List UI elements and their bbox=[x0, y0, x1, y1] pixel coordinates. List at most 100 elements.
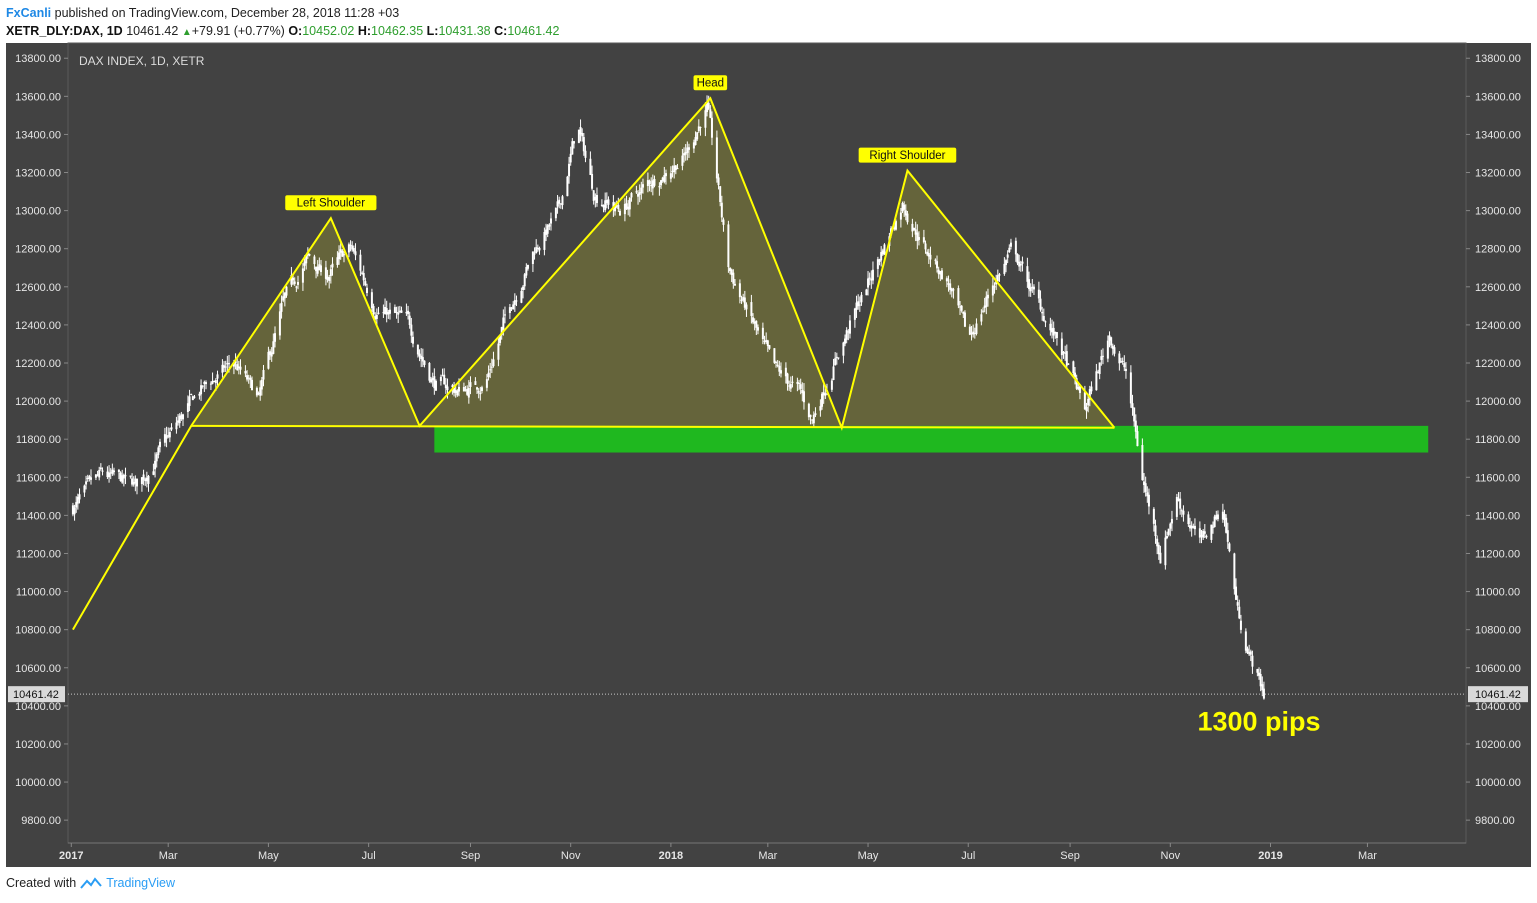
candle-body bbox=[324, 267, 327, 279]
candle-body bbox=[535, 247, 538, 254]
candle-body bbox=[193, 396, 196, 398]
y-tick-label: 11600.00 bbox=[16, 472, 61, 484]
candle-body bbox=[331, 263, 334, 268]
candle-body bbox=[1215, 514, 1218, 519]
candle-body bbox=[1258, 672, 1261, 676]
author-link[interactable]: FxCanli bbox=[6, 6, 52, 20]
candle-body bbox=[466, 389, 469, 395]
candle-body bbox=[1083, 392, 1086, 410]
candle-body bbox=[213, 380, 216, 383]
candle-body bbox=[489, 369, 492, 371]
candle-body bbox=[523, 274, 526, 287]
candle-body bbox=[561, 196, 564, 206]
candle-body bbox=[635, 191, 638, 193]
candle-body bbox=[163, 434, 166, 443]
candle-body bbox=[316, 266, 319, 274]
y-tick-label: 11000.00 bbox=[16, 587, 61, 599]
candle-body bbox=[106, 471, 109, 478]
candle-body bbox=[1113, 347, 1116, 354]
candle-body bbox=[1021, 261, 1024, 264]
candle-body bbox=[1064, 352, 1067, 354]
candle-body bbox=[421, 357, 424, 362]
candle-body bbox=[1042, 315, 1045, 322]
candle-body bbox=[336, 257, 339, 265]
candle-body bbox=[342, 254, 345, 256]
candle-body bbox=[499, 335, 502, 343]
candle-body bbox=[1044, 321, 1047, 323]
candle-body bbox=[876, 259, 879, 269]
candle-body bbox=[282, 296, 285, 301]
candle-body bbox=[227, 363, 230, 365]
candle-body bbox=[545, 229, 548, 235]
y-tick-label: 13200.00 bbox=[15, 168, 61, 180]
candle-body bbox=[860, 294, 863, 303]
candle-body bbox=[1065, 351, 1068, 366]
y-tick-label: 12200.00 bbox=[15, 358, 61, 370]
candle-body bbox=[201, 385, 204, 387]
candle-body bbox=[1156, 538, 1159, 547]
candle-body bbox=[257, 392, 260, 395]
candle-body bbox=[845, 330, 848, 340]
candle-body bbox=[168, 432, 171, 438]
candle-body bbox=[1225, 517, 1228, 533]
candle-body bbox=[246, 375, 249, 380]
candle-body bbox=[204, 382, 207, 385]
candle-body bbox=[157, 447, 160, 455]
candle-body bbox=[1189, 525, 1192, 529]
candle-body bbox=[1179, 498, 1182, 509]
candle-body bbox=[911, 223, 914, 232]
candle-body bbox=[260, 379, 263, 390]
candle-body bbox=[650, 184, 653, 187]
candle-body bbox=[1085, 406, 1088, 412]
candle-body bbox=[1164, 537, 1167, 566]
candle-body bbox=[96, 474, 99, 476]
candle-body bbox=[214, 380, 217, 384]
x-tick-label: Mar bbox=[159, 850, 178, 862]
candle-body bbox=[579, 127, 582, 135]
candle-body bbox=[533, 253, 536, 255]
candle-body bbox=[410, 324, 413, 336]
candle-body bbox=[549, 218, 552, 224]
candle-body bbox=[625, 203, 628, 209]
y-tick-label-right: 11200.00 bbox=[1475, 548, 1520, 560]
candle-body bbox=[720, 202, 723, 218]
candle-body bbox=[431, 378, 434, 381]
candle-body bbox=[428, 362, 431, 381]
candle-body bbox=[1090, 386, 1093, 392]
candle-body bbox=[937, 269, 940, 275]
candle-body bbox=[525, 267, 528, 276]
candle-body bbox=[581, 133, 584, 137]
candle-body bbox=[318, 264, 321, 271]
candle-body bbox=[717, 177, 720, 186]
y-tick-label: 13600.00 bbox=[15, 91, 61, 103]
candle-body bbox=[175, 422, 178, 430]
price-change: +79.91 (+0.77%) bbox=[191, 24, 285, 38]
candle-body bbox=[1213, 516, 1216, 527]
x-tick-label: Nov bbox=[1161, 850, 1181, 862]
x-tick-label: Nov bbox=[561, 850, 581, 862]
candle-body bbox=[798, 382, 801, 384]
high-value: 10462.35 bbox=[371, 24, 424, 38]
candle-body bbox=[73, 507, 76, 515]
candle-body bbox=[352, 248, 355, 252]
candle-body bbox=[388, 309, 391, 314]
candle-body bbox=[801, 390, 804, 394]
candle-body bbox=[674, 165, 677, 171]
candle-body bbox=[319, 265, 322, 272]
candle-body bbox=[1221, 511, 1224, 520]
candle-body bbox=[904, 210, 907, 216]
candle-body bbox=[234, 361, 237, 363]
candle-body bbox=[614, 204, 617, 212]
candle-body bbox=[454, 390, 457, 393]
candle-body bbox=[515, 300, 518, 302]
candle-body bbox=[490, 366, 493, 368]
y-tick-label-right: 10400.00 bbox=[1475, 701, 1521, 713]
candle-body bbox=[374, 315, 377, 320]
candle-body bbox=[226, 363, 229, 365]
candle-body bbox=[372, 306, 375, 315]
tradingview-brand[interactable]: TradingView bbox=[106, 876, 175, 890]
candle-body bbox=[180, 414, 183, 419]
candle-body bbox=[651, 180, 654, 189]
candle-body bbox=[400, 310, 403, 313]
